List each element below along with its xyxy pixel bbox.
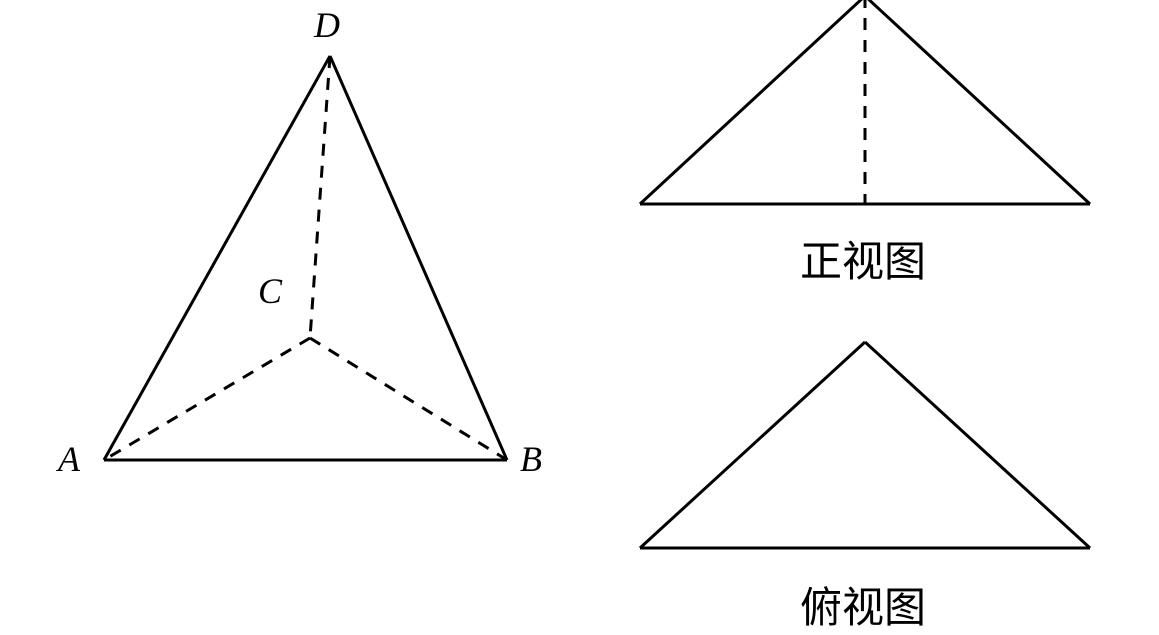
diagram-container: D C A B 正视图 俯视图 — [0, 0, 1159, 630]
top-view-figure — [0, 0, 1159, 630]
top-view-caption: 俯视图 — [800, 574, 926, 635]
